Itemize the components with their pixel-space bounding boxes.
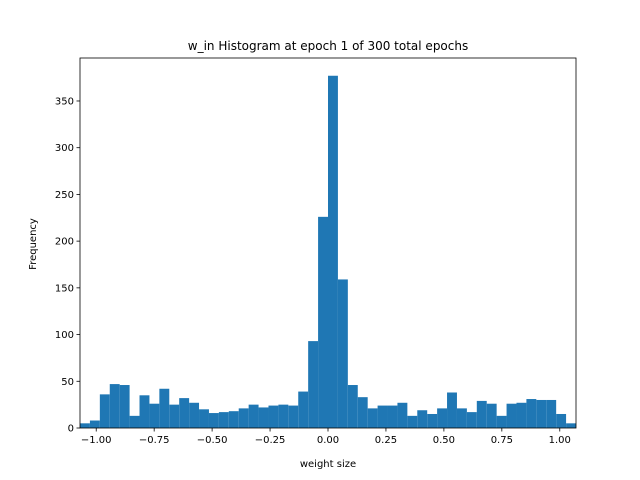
histogram-bar	[486, 403, 497, 428]
histogram-bar	[129, 415, 140, 428]
x-tick-label: 1.00	[549, 435, 571, 446]
histogram-bar	[397, 402, 408, 428]
histogram-bar	[367, 408, 378, 428]
histogram-bar	[169, 404, 180, 428]
histogram-bar	[417, 410, 428, 428]
histogram-bar	[159, 388, 170, 428]
histogram-bar	[387, 405, 398, 428]
x-tick-label: −0.25	[255, 435, 286, 446]
y-tick-label: 250	[55, 190, 74, 201]
histogram-bar	[99, 394, 110, 428]
y-axis-ticks: 0 50 100 150 200 250 300 350	[55, 96, 80, 435]
histogram-bar	[288, 405, 299, 428]
histogram-bar	[218, 412, 229, 428]
x-tick-label: −0.75	[139, 435, 170, 446]
histogram-bar	[80, 423, 90, 428]
histogram-bar	[496, 415, 507, 428]
histogram-bar	[556, 413, 567, 428]
histogram-bar	[328, 75, 338, 428]
histogram-bar	[566, 423, 576, 428]
histogram-bar	[208, 413, 219, 428]
histogram-bar	[278, 404, 289, 428]
histogram-bar	[447, 392, 457, 428]
histogram-bar	[377, 405, 388, 428]
histogram-bar	[437, 408, 448, 428]
histogram-bar	[546, 399, 557, 428]
histogram-bar	[407, 415, 418, 428]
histogram-bar	[516, 402, 527, 428]
x-axis-ticks: −1.00 −0.75 −0.50 −0.25 0.00 0.25 0.50 0.75 1.00	[81, 428, 571, 446]
chart-title: w_in Histogram at epoch 1 of 300 total e…	[188, 39, 468, 53]
histogram-bar	[119, 385, 130, 428]
histogram-bar	[337, 279, 348, 428]
y-tick-label: 100	[55, 330, 74, 341]
histogram-bar	[199, 409, 209, 428]
histogram-bar	[109, 384, 120, 428]
x-tick-label: 0.75	[491, 435, 513, 446]
histogram-bar	[466, 412, 477, 428]
y-tick-label: 50	[61, 377, 74, 388]
histogram-bar	[189, 402, 200, 428]
x-tick-label: −1.00	[81, 435, 112, 446]
x-tick-label: 0.00	[317, 435, 339, 446]
histogram-bar	[228, 411, 239, 428]
plot-frame	[79, 57, 577, 429]
histogram-bar	[298, 391, 309, 428]
histogram-bar	[456, 408, 467, 428]
histogram-bar	[347, 385, 358, 428]
histogram-bar	[427, 413, 438, 428]
histogram-bar	[149, 403, 160, 428]
histogram-bar	[268, 405, 279, 428]
histogram-bar	[248, 404, 259, 428]
histogram-bar	[258, 407, 269, 428]
histogram-bar	[526, 399, 537, 428]
histogram-bar	[506, 403, 517, 428]
histogram-bar	[536, 399, 547, 428]
histogram-bar	[238, 408, 249, 428]
x-tick-label: 0.50	[433, 435, 455, 446]
x-tick-label: −0.50	[197, 435, 228, 446]
y-tick-label: 150	[55, 283, 74, 294]
histogram-bar	[318, 216, 328, 428]
histogram-bar	[179, 398, 190, 428]
x-axis-label: weight size	[300, 459, 356, 470]
y-tick-label: 0	[68, 424, 74, 435]
y-tick-label: 300	[55, 143, 74, 154]
bars-group	[80, 75, 576, 428]
histogram-bar	[476, 400, 487, 428]
x-tick-label: 0.25	[375, 435, 397, 446]
y-tick-label: 200	[55, 237, 74, 248]
histogram-bar	[89, 420, 100, 428]
y-tick-label: 350	[55, 96, 74, 107]
histogram-bar	[308, 341, 319, 428]
histogram-bar	[357, 397, 368, 428]
histogram-bar	[139, 395, 150, 428]
y-axis-label: Frequency	[28, 218, 39, 270]
